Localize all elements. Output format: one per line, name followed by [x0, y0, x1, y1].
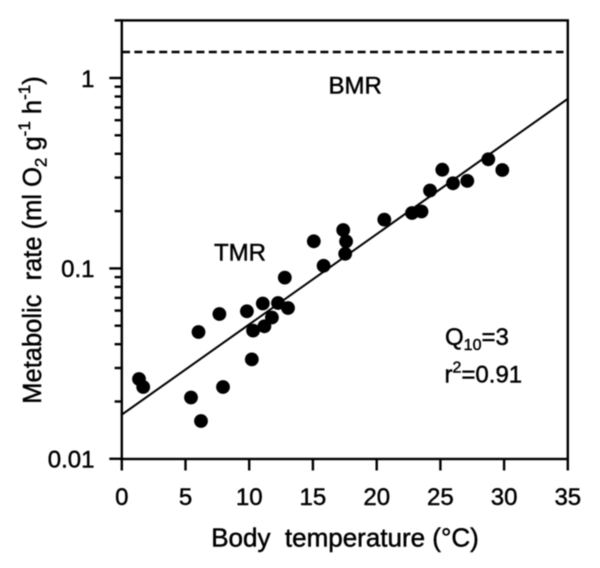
svg-text:0.01: 0.01	[48, 447, 95, 474]
svg-text:15: 15	[300, 484, 327, 511]
svg-text:25: 25	[427, 484, 454, 511]
svg-text:5: 5	[179, 484, 192, 511]
svg-text:0: 0	[115, 484, 128, 511]
svg-text:20: 20	[363, 484, 390, 511]
svg-text:TMR: TMR	[214, 240, 266, 267]
svg-text:35: 35	[554, 484, 581, 511]
svg-text:0.1: 0.1	[61, 256, 94, 283]
svg-text:Metabolic rate (ml O2 g-1 h-1: Metabolic rate (ml O2 g-1 h-1)	[15, 76, 51, 403]
svg-text:1: 1	[81, 66, 94, 93]
svg-text:BMR: BMR	[329, 73, 382, 100]
svg-text:30: 30	[491, 484, 518, 511]
svg-text:Body temperature (°C): Body temperature (°C)	[211, 523, 479, 553]
svg-text:10: 10	[236, 484, 263, 511]
